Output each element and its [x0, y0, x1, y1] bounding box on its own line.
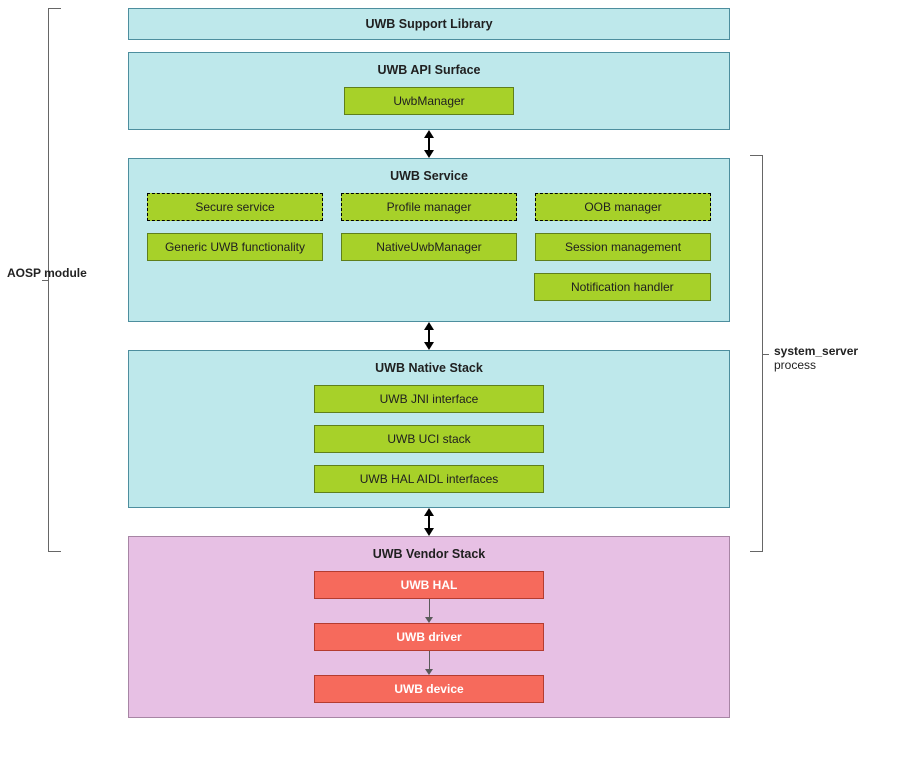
- system-server-bracket: [750, 155, 763, 552]
- layer-title: UWB Support Library: [365, 17, 492, 31]
- connector-arrow: [128, 322, 730, 350]
- chip-uwb-driver: UWB driver: [314, 623, 544, 651]
- chip-session-management: Session management: [535, 233, 711, 261]
- chip-uwb-hal: UWB HAL: [314, 571, 544, 599]
- chip-secure-service: Secure service: [147, 193, 323, 221]
- aosp-bracket-label: AOSP module: [7, 266, 87, 280]
- layer-title: UWB Service: [147, 169, 711, 183]
- chip-hal-aidl: UWB HAL AIDL interfaces: [314, 465, 544, 493]
- chip-notification-handler: Notification handler: [534, 273, 711, 301]
- down-arrow: [147, 599, 711, 623]
- chip-profile-manager: Profile manager: [341, 193, 517, 221]
- layer-uwb-service: UWB Service Secure service Profile manag…: [128, 158, 730, 322]
- chip-uci-stack: UWB UCI stack: [314, 425, 544, 453]
- aosp-bracket: [48, 8, 61, 552]
- chip-jni-interface: UWB JNI interface: [314, 385, 544, 413]
- layer-title: UWB Native Stack: [147, 361, 711, 375]
- chip-nativeuwbmanager: NativeUwbManager: [341, 233, 517, 261]
- connector-arrow: [128, 508, 730, 536]
- stack-diagram: UWB Support Library UWB API Surface UwbM…: [128, 8, 730, 718]
- layer-vendor-stack: UWB Vendor Stack UWB HAL UWB driver UWB …: [128, 536, 730, 718]
- connector-arrow: [128, 130, 730, 158]
- layer-title: UWB API Surface: [147, 63, 711, 77]
- chip-uwb-device: UWB device: [314, 675, 544, 703]
- chip-uwbmanager: UwbManager: [344, 87, 514, 115]
- chip-oob-manager: OOB manager: [535, 193, 711, 221]
- spacer: [147, 273, 322, 301]
- layer-support-library: UWB Support Library: [128, 8, 730, 40]
- chip-generic-uwb: Generic UWB functionality: [147, 233, 323, 261]
- layer-api-surface: UWB API Surface UwbManager: [128, 52, 730, 130]
- system-server-bracket-label: system_server process: [774, 344, 858, 372]
- spacer: [340, 273, 515, 301]
- layer-native-stack: UWB Native Stack UWB JNI interface UWB U…: [128, 350, 730, 508]
- down-arrow: [147, 651, 711, 675]
- layer-title: UWB Vendor Stack: [147, 547, 711, 561]
